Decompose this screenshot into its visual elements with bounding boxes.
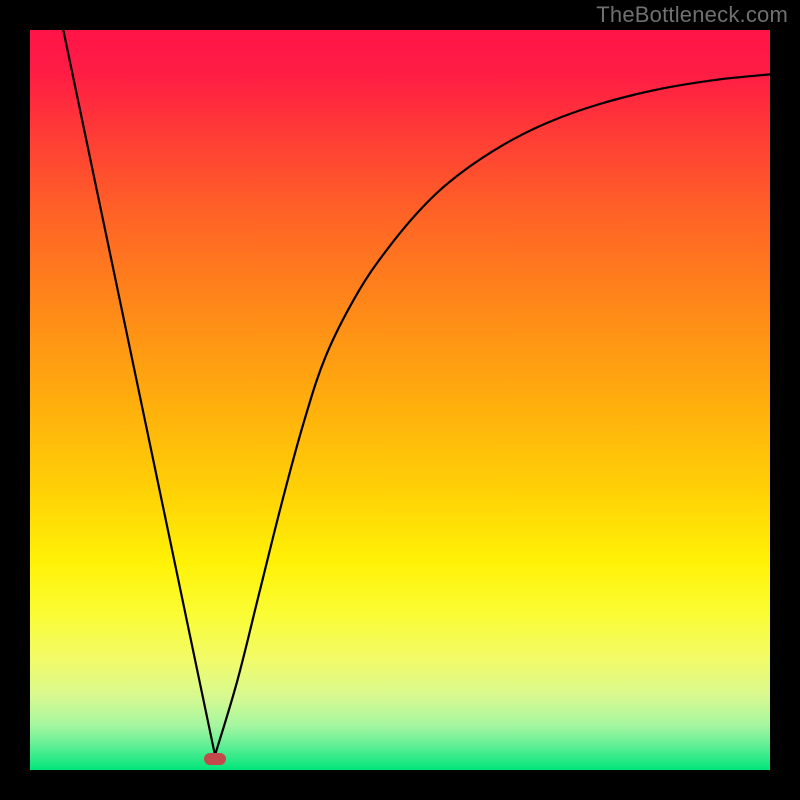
- plot-svg: [30, 30, 770, 770]
- watermark-text: TheBottleneck.com: [596, 2, 788, 28]
- minimum-marker: [204, 753, 226, 765]
- chart-container: TheBottleneck.com: [0, 0, 800, 800]
